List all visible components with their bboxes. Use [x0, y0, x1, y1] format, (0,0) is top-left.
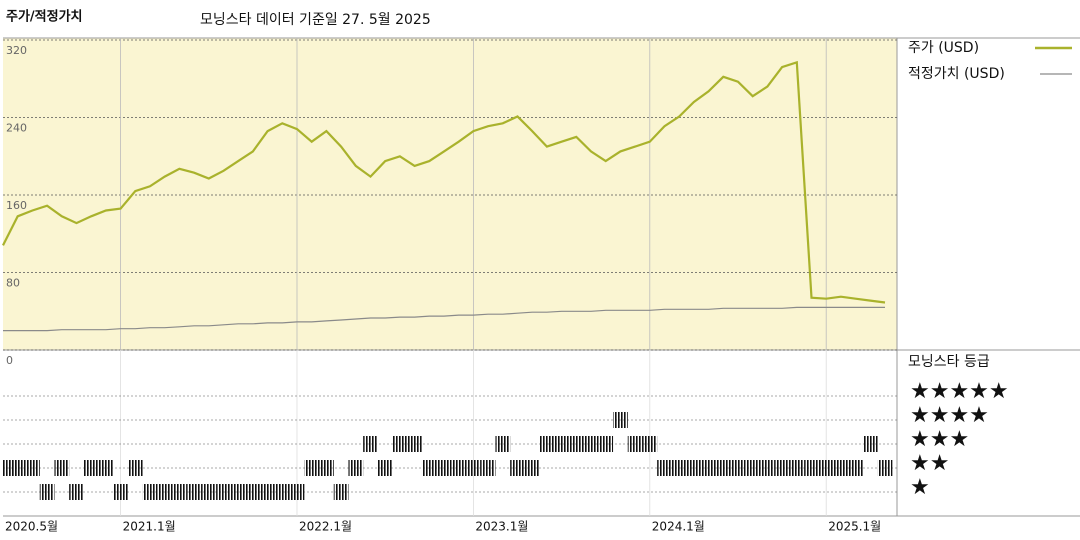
x-tick-label: 2024.1월 — [652, 520, 705, 534]
rating-bar — [377, 460, 393, 476]
rating-bar — [804, 460, 819, 476]
rating-bar — [554, 436, 569, 452]
rating-title: 모닝스타 등급 — [908, 354, 990, 370]
rating-bar — [39, 484, 55, 500]
rating-bar — [774, 460, 790, 476]
rating-bar — [848, 460, 863, 476]
legend-label: 주가 (USD) — [908, 40, 979, 56]
rating-bar — [436, 460, 452, 476]
rating-bar — [701, 460, 716, 476]
rating-bar — [54, 460, 70, 476]
x-tick-label: 2025.1월 — [828, 520, 881, 534]
rating-level: ★★★★★ — [910, 379, 1009, 404]
y-tick-label: 0 — [6, 354, 13, 367]
rating-bar — [304, 460, 320, 476]
rating-bar — [730, 460, 746, 476]
rating-level: ★★★ — [910, 427, 969, 452]
series-line — [2, 60, 886, 304]
chart-subtitle: 모닝스타 데이터 기준일 27. 5월 2025 — [200, 12, 431, 28]
rating-bar — [319, 460, 334, 476]
y-tick-label: 320 — [6, 44, 27, 57]
rating-bar — [98, 460, 114, 476]
rating-bar — [583, 436, 599, 452]
rating-bar — [510, 460, 525, 476]
y-tick-label: 160 — [6, 199, 27, 212]
x-tick-label: 2021.1월 — [123, 520, 176, 534]
rating-bar — [671, 460, 687, 476]
rating-bar — [260, 484, 275, 500]
rating-bar — [833, 460, 849, 476]
rating-bar — [289, 484, 305, 500]
chart-title: 주가/적정가치 — [6, 9, 83, 25]
rating-bar — [862, 436, 878, 452]
rating-bar — [274, 484, 290, 500]
rating-bar — [495, 436, 511, 452]
rating-bar — [789, 460, 805, 476]
x-tick-label: 2023.1월 — [475, 520, 528, 534]
rating-bar — [10, 460, 26, 476]
rating-bar — [466, 460, 481, 476]
rating-bar — [627, 436, 643, 452]
rating-bar — [25, 460, 40, 476]
rating-bar — [760, 460, 775, 476]
rating-bar — [201, 484, 217, 500]
x-tick-label: 2020.5월 — [5, 520, 58, 534]
legend-label: 적정가치 (USD) — [908, 66, 1005, 82]
rating-bar — [745, 460, 761, 476]
rating-bar — [421, 460, 437, 476]
rating-bar — [392, 436, 408, 452]
rating-bar — [686, 460, 702, 476]
rating-bar — [230, 484, 246, 500]
rating-bar — [142, 484, 158, 500]
rating-bar — [157, 484, 173, 500]
rating-bar — [348, 460, 364, 476]
y-tick-label: 80 — [6, 277, 20, 290]
rating-bar — [333, 484, 349, 500]
x-tick-label: 2022.1월 — [299, 520, 352, 534]
rating-panel — [3, 350, 897, 516]
series-line — [3, 306, 885, 332]
rating-bar — [480, 460, 496, 476]
rating-level: ★★ — [910, 451, 949, 476]
rating-bar — [568, 436, 584, 452]
rating-bar — [818, 460, 834, 476]
rating-bar — [451, 460, 467, 476]
rating-bar — [69, 484, 84, 500]
rating-bar — [657, 460, 672, 476]
rating-bar — [83, 460, 99, 476]
rating-bar — [598, 436, 614, 452]
rating-bar — [715, 460, 731, 476]
rating-level: ★★★★ — [910, 403, 989, 428]
rating-bar — [113, 484, 128, 500]
rating-bar — [407, 436, 422, 452]
rating-bar — [877, 460, 893, 476]
rating-level: ★ — [910, 475, 930, 500]
y-tick-label: 240 — [6, 122, 27, 135]
price-panel — [3, 38, 897, 350]
rating-bar — [363, 436, 378, 452]
rating-bar — [613, 412, 628, 428]
rating-bar — [245, 484, 261, 500]
rating-bar — [127, 460, 143, 476]
rating-bar — [186, 484, 202, 500]
rating-bar — [524, 460, 540, 476]
rating-bar — [216, 484, 231, 500]
rating-bar — [539, 436, 555, 452]
rating-bar — [642, 436, 658, 452]
rating-bar — [172, 484, 187, 500]
